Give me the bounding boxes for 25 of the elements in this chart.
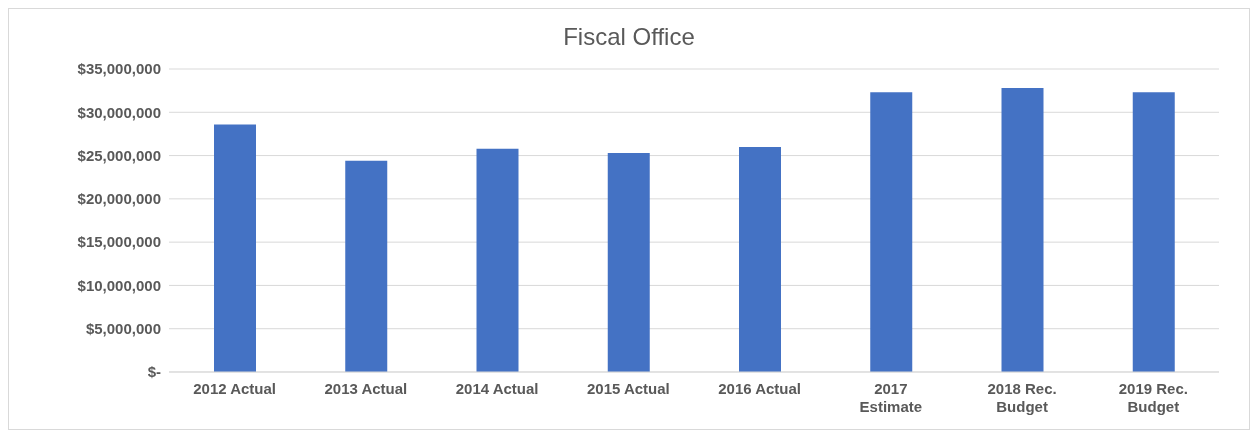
y-tick-label: $10,000,000: [77, 276, 161, 294]
x-tick-label: 2017 Estimate: [859, 380, 923, 415]
x-tick-label: 2016 Actual: [718, 380, 802, 397]
bar: [739, 146, 781, 372]
y-tick-label: $30,000,000: [77, 103, 161, 121]
bar: [345, 160, 388, 372]
y-tick-label: $35,000,000: [77, 60, 161, 78]
y-tick-label: $-: [147, 363, 161, 381]
x-tick-label: 2014 Actual: [455, 380, 539, 397]
x-tick-label: 2013 Actual: [324, 380, 408, 397]
y-tick-label: $20,000,000: [77, 190, 161, 208]
y-tick-label: $15,000,000: [77, 233, 161, 251]
x-tick-label: 2018 Rec. Budget: [987, 380, 1057, 415]
x-tick-label: 2019 Rec. Budget: [1118, 380, 1188, 415]
bar: [214, 124, 256, 372]
y-tick-label: $25,000,000: [77, 146, 161, 164]
bar: [1001, 88, 1044, 372]
y-tick-label: $5,000,000: [85, 320, 161, 338]
bar: [607, 152, 650, 372]
bar: [870, 92, 913, 372]
x-tick-label: 2015 Actual: [586, 380, 670, 397]
bar: [476, 148, 519, 372]
x-tick-label: 2012 Actual: [193, 380, 277, 397]
chart-title: Fiscal Office: [562, 22, 696, 52]
bar: [1132, 92, 1175, 372]
